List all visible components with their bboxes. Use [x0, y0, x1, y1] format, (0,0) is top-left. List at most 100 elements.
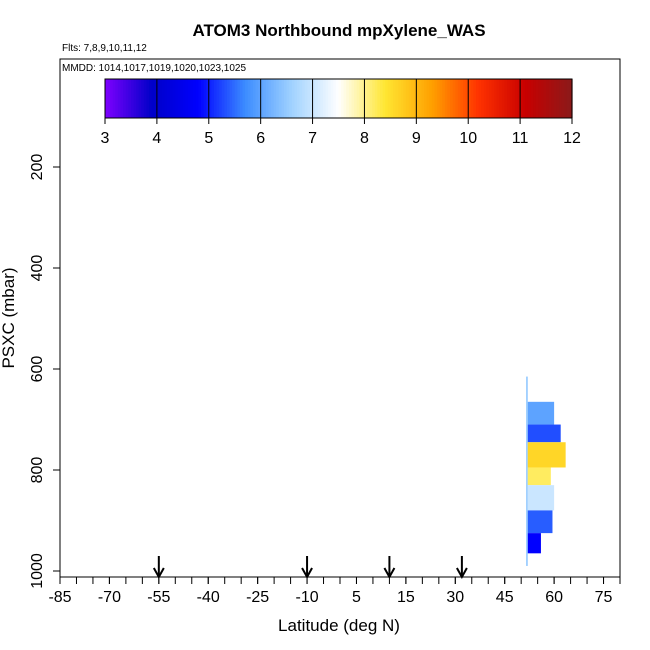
- colorbar-tick-label: 5: [204, 130, 213, 147]
- colorbar-swatch: [411, 79, 415, 118]
- arrow-marker: [301, 556, 313, 580]
- colorbar-swatch: [380, 79, 384, 118]
- colorbar-swatch: [372, 79, 376, 118]
- colorbar-swatch: [569, 79, 573, 118]
- colorbar-swatch: [291, 79, 295, 118]
- colorbar-swatch: [278, 79, 283, 118]
- colorbar-swatch: [354, 79, 358, 118]
- x-tick-label: 15: [397, 589, 415, 606]
- colorbar-swatch: [520, 79, 524, 118]
- colorbar-swatch: [224, 79, 228, 118]
- colorbar-swatch: [105, 79, 109, 118]
- colorbar-swatch: [457, 79, 462, 118]
- subtitle-dates: MMDD: 1014,1017,1019,1020,1023,1025: [62, 63, 246, 74]
- colorbar-swatch: [325, 79, 329, 118]
- colorbar-swatch: [540, 79, 545, 118]
- colorbar-swatch: [302, 79, 306, 118]
- colorbar-swatch: [465, 79, 469, 118]
- colorbar-swatch: [431, 79, 436, 118]
- colorbar-swatch: [120, 79, 124, 118]
- x-axis-label: Latitude (deg N): [278, 616, 400, 635]
- colorbar-swatch: [169, 79, 174, 118]
- colorbar-swatch: [149, 79, 153, 118]
- colorbar-swatch: [208, 79, 212, 118]
- colorbar-swatch: [110, 79, 114, 118]
- colorbar-swatch: [260, 79, 264, 118]
- colorbar-swatch: [546, 79, 550, 118]
- colorbar-swatch: [543, 79, 547, 118]
- colorbar-swatch: [553, 79, 558, 118]
- colorbar-swatch: [258, 79, 262, 118]
- colorbar-ticks: 3 4 5 6 7 8 9 10 11 12: [101, 79, 581, 147]
- colorbar-swatch: [286, 79, 290, 118]
- colorbar-swatch: [309, 79, 314, 118]
- colorbar-swatch: [289, 79, 293, 118]
- colorbar-swatch: [180, 79, 184, 118]
- colorbar-swatch: [374, 79, 379, 118]
- colorbar-swatch: [203, 79, 207, 118]
- colorbar-swatch: [237, 79, 241, 118]
- colorbar-swatch: [335, 79, 340, 118]
- colorbar-swatch: [494, 79, 498, 118]
- colorbar-swatch: [507, 79, 511, 118]
- colorbar-swatch: [299, 79, 303, 118]
- x-tick-label: -70: [98, 589, 121, 606]
- colorbar-swatch: [232, 79, 236, 118]
- x-axis: -85 -70 -55 -40 -25 -10 5 15 30 45 60 75: [48, 577, 621, 606]
- colorbar-swatch: [548, 79, 552, 118]
- colorbar-swatch: [517, 79, 521, 118]
- colorbar-swatch: [538, 79, 542, 118]
- colorbar-swatch: [151, 79, 155, 118]
- colorbar-swatch: [369, 79, 373, 118]
- colorbar-swatch: [271, 79, 275, 118]
- colorbar-tick-label: 9: [412, 130, 421, 147]
- colorbar-swatch: [156, 79, 161, 118]
- colorbar-swatch: [424, 79, 428, 118]
- y-axis-label: PSXC (mbar): [0, 267, 18, 368]
- colorbar-swatch: [182, 79, 187, 118]
- colorbar-swatch: [499, 79, 503, 118]
- colorbar-swatch: [395, 79, 399, 118]
- colorbar-swatch: [239, 79, 244, 118]
- data-cell: [527, 485, 555, 511]
- colorbar-swatch: [312, 79, 316, 118]
- colorbar-swatch: [320, 79, 324, 118]
- colorbar-swatch: [403, 79, 407, 118]
- colorbar-swatch: [221, 79, 225, 118]
- colorbar-tick-label: 8: [360, 130, 369, 147]
- colorbar-swatch: [143, 79, 148, 118]
- colorbar-swatch: [561, 79, 565, 118]
- x-tick-label: -10: [295, 589, 318, 606]
- colorbar-swatch: [476, 79, 480, 118]
- colorbar-swatch: [398, 79, 402, 118]
- colorbar-swatch: [509, 79, 513, 118]
- colorbar-swatch: [463, 79, 467, 118]
- x-tick-label: -25: [246, 589, 269, 606]
- colorbar-swatch: [107, 79, 111, 118]
- colorbar-swatch: [159, 79, 163, 118]
- x-tick-label: -85: [48, 589, 71, 606]
- colorbar-swatch: [136, 79, 140, 118]
- colorbar-swatch: [234, 79, 238, 118]
- colorbar-swatch: [172, 79, 176, 118]
- colorbar-swatch: [390, 79, 394, 118]
- x-tick-label: -55: [147, 589, 170, 606]
- colorbar-swatch: [491, 79, 495, 118]
- colorbar-swatch: [439, 79, 443, 118]
- data-cell: [527, 424, 561, 443]
- colorbar-swatch: [444, 79, 449, 118]
- colorbar-swatch: [317, 79, 321, 118]
- colorbar-swatch: [315, 79, 319, 118]
- colorbar-swatch: [213, 79, 218, 118]
- colorbar-swatch: [525, 79, 529, 118]
- data-cell: [527, 442, 566, 468]
- colorbar-swatch: [496, 79, 500, 118]
- colorbar-tick-label: 3: [101, 130, 110, 147]
- colorbar-swatch: [364, 79, 368, 118]
- colorbar-swatch: [556, 79, 560, 118]
- colorbar-swatch: [351, 79, 355, 118]
- colorbar-swatch: [527, 79, 532, 118]
- colorbar-tick-label: 7: [308, 130, 317, 147]
- colorbar-swatch: [250, 79, 254, 118]
- colorbar-swatch: [400, 79, 404, 118]
